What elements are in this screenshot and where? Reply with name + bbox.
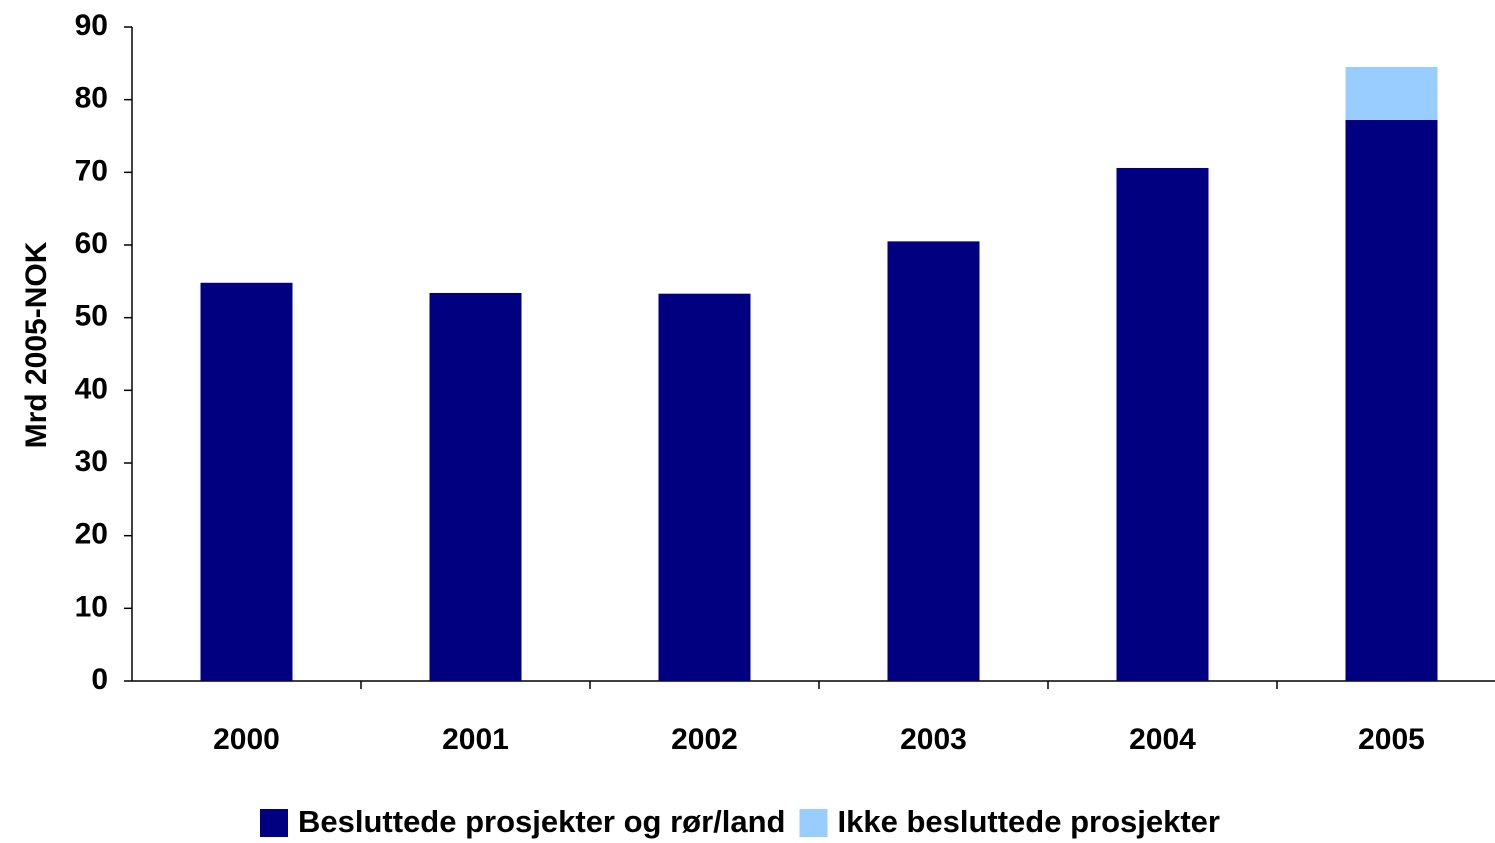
bar-segment — [1345, 66, 1438, 121]
y-tick-label: 60 — [75, 227, 108, 260]
y-axis-label: Mrd 2005-NOK — [20, 241, 53, 448]
y-tick-label: 70 — [75, 154, 108, 187]
bar-segment — [1345, 120, 1438, 682]
legend-swatch — [260, 809, 288, 837]
bar-segment — [429, 292, 522, 681]
legend-label: Ikke besluttede prosjekter — [838, 804, 1221, 839]
x-tick-label: 2001 — [442, 723, 509, 756]
y-tick-label: 20 — [75, 518, 108, 551]
x-tick-label: 2005 — [1358, 723, 1425, 756]
y-tick-label: 30 — [75, 445, 108, 478]
legend-label: Besluttede prosjekter og rør/land — [298, 804, 786, 839]
bar-segment — [1116, 167, 1209, 681]
x-tick-label: 2003 — [900, 723, 967, 756]
y-tick-label: 0 — [91, 663, 108, 696]
y-tick-label: 90 — [75, 9, 108, 42]
x-tick-label: 2002 — [671, 723, 738, 756]
bar-segment — [887, 241, 980, 681]
bar-segment — [200, 282, 293, 681]
y-tick-label: 80 — [75, 82, 108, 115]
legend-swatch — [799, 809, 828, 837]
x-tick-label: 2000 — [213, 723, 280, 756]
y-tick-label: 50 — [75, 300, 108, 333]
y-tick-label: 40 — [75, 372, 108, 405]
y-tick-label: 10 — [75, 590, 108, 623]
x-tick-label: 2004 — [1129, 723, 1196, 756]
bar-segment — [658, 293, 751, 681]
